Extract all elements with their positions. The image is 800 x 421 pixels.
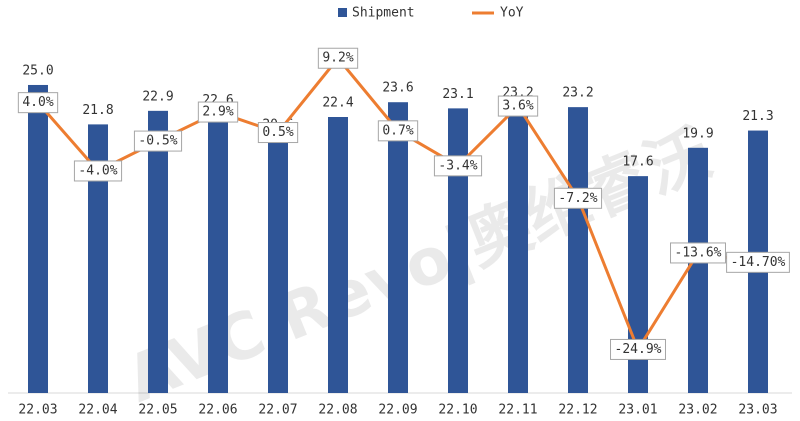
yoy-label-box xyxy=(497,95,539,117)
x-tick-label: 22.05 xyxy=(138,403,177,418)
bar xyxy=(628,176,648,393)
yoy-label: 4.0% xyxy=(22,95,53,110)
x-tick-label: 22.04 xyxy=(78,403,117,418)
yoy-label-box xyxy=(553,187,603,209)
bar xyxy=(448,108,468,393)
bar xyxy=(208,114,228,394)
bar xyxy=(328,117,348,393)
yoy-label-box xyxy=(317,47,359,69)
bar-value-label: 22.9 xyxy=(142,89,173,104)
x-tick-label: 22.11 xyxy=(498,403,537,418)
yoy-label-box xyxy=(377,120,419,142)
bar-value-label: 17.6 xyxy=(622,155,653,170)
yoy-label-box xyxy=(610,338,666,360)
yoy-label-box xyxy=(433,155,483,177)
x-tick-label: 22.09 xyxy=(378,403,417,418)
yoy-label-box xyxy=(257,122,299,144)
yoy-label-box xyxy=(726,251,790,273)
yoy-label-box xyxy=(17,92,59,114)
bar-value-label: 19.9 xyxy=(682,126,713,141)
bar-value-label: 23.1 xyxy=(442,87,473,102)
bar-value-label: 21.3 xyxy=(742,109,773,124)
x-tick-label: 23.03 xyxy=(738,403,777,418)
bar xyxy=(688,147,708,393)
x-tick-label: 23.01 xyxy=(618,403,657,418)
yoy-label: 2.9% xyxy=(202,105,233,120)
yoy-label: 9.2% xyxy=(322,51,353,66)
bar xyxy=(148,110,168,393)
legend-swatch xyxy=(338,8,347,17)
yoy-label-box xyxy=(73,160,123,182)
bar xyxy=(88,124,108,394)
bar-value-label: 22.4 xyxy=(322,96,353,111)
bar-value-label: 23.2 xyxy=(562,86,593,101)
yoy-label: 3.6% xyxy=(502,99,533,114)
x-tick-label: 22.08 xyxy=(318,403,357,418)
bar xyxy=(28,84,48,393)
yoy-label-box xyxy=(197,101,239,123)
yoy-label-box xyxy=(133,130,183,152)
yoy-label: -13.6% xyxy=(675,245,722,260)
yoy-label: -14.70% xyxy=(731,255,786,270)
yoy-label: -24.9% xyxy=(615,342,662,357)
x-tick-label: 22.07 xyxy=(258,403,297,418)
x-tick-label: 22.03 xyxy=(18,403,57,418)
yoy-label: -0.5% xyxy=(138,134,177,149)
bar-value-label: 23.6 xyxy=(382,81,413,96)
legend-label: Shipment xyxy=(352,6,415,21)
yoy-label: -3.4% xyxy=(438,158,477,173)
yoy-label: 0.5% xyxy=(262,125,293,140)
bar-value-label: 25.0 xyxy=(22,63,53,78)
x-tick-label: 22.12 xyxy=(558,403,597,418)
x-tick-label: 22.10 xyxy=(438,403,477,418)
legend-label: YoY xyxy=(500,6,524,21)
bar xyxy=(568,107,588,394)
bar xyxy=(508,107,528,394)
x-tick-label: 22.06 xyxy=(198,403,237,418)
bar xyxy=(268,139,288,393)
yoy-label: 0.7% xyxy=(382,123,413,138)
yoy-label: -7.2% xyxy=(558,191,597,206)
yoy-label: -4.0% xyxy=(78,163,117,178)
bar xyxy=(388,102,408,393)
yoy-label-box xyxy=(670,242,726,264)
bar-value-label: 21.8 xyxy=(82,103,113,118)
x-tick-label: 23.02 xyxy=(678,403,717,418)
